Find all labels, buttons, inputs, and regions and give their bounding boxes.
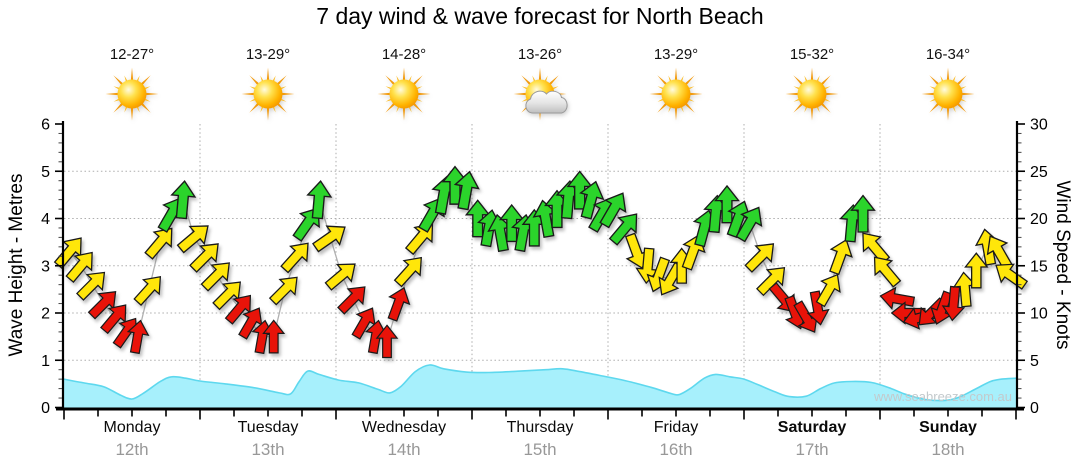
wind-arrow — [744, 243, 775, 273]
wind-arrow — [829, 238, 853, 276]
wind-arrow — [964, 252, 989, 289]
wind-arrow — [756, 267, 786, 297]
wind-arrow — [873, 256, 902, 288]
sun-icon — [105, 67, 159, 121]
tick-marks — [55, 123, 1025, 420]
left-axis-tick-label: 4 — [41, 211, 50, 228]
day-temp-range: 15-32° — [789, 46, 835, 63]
right-axis-tick-label: 25 — [1030, 164, 1048, 181]
wind-arrow — [262, 319, 286, 354]
wind-arrow — [879, 286, 916, 310]
day-name-label: Tuesday — [237, 419, 299, 436]
day-date-label: 13th — [251, 440, 285, 459]
sun-icon — [377, 67, 431, 121]
day-date-label: 17th — [795, 440, 829, 459]
wind-arrow — [579, 180, 605, 220]
wind-arrow — [714, 184, 740, 224]
left-axis-tick-label: 5 — [41, 164, 50, 181]
sun-icon — [921, 67, 975, 121]
wind-arrow — [387, 286, 411, 322]
day-date-label: 15th — [523, 440, 557, 459]
day-name-label: Saturday — [777, 419, 847, 436]
wind-arrow — [324, 263, 356, 291]
wind-arrow — [268, 276, 298, 306]
sun-cloud-icon — [513, 67, 568, 121]
right-axis-tick-label: 5 — [1030, 353, 1039, 370]
wind-arrow — [126, 319, 150, 355]
wind-arrow — [995, 263, 1029, 290]
wind-arrow — [337, 286, 366, 315]
right-axis-tick-label: 30 — [1030, 117, 1048, 134]
wind-arrow — [453, 170, 480, 211]
day-temp-range: 13-29° — [245, 46, 291, 63]
wind-arrows — [53, 165, 1029, 359]
wind-arrow — [306, 180, 333, 220]
day-date-label: 16th — [659, 440, 693, 459]
wind-arrow — [280, 242, 309, 274]
wind-arrow — [312, 225, 346, 253]
wind-arrow — [65, 251, 93, 283]
wave-height-line — [63, 364, 1017, 402]
wind-arrow — [100, 304, 127, 335]
day-temp-range: 12-27° — [109, 46, 155, 63]
wind-arrow — [393, 256, 422, 288]
wind-arrow — [375, 324, 399, 359]
wind-arrow — [200, 262, 230, 292]
day-name-label: Wednesday — [361, 419, 447, 436]
wind-arrow — [176, 225, 209, 254]
left-axis-tick-label: 0 — [41, 400, 50, 417]
day-date-label: 14th — [387, 440, 421, 459]
day-date-label: 18th — [931, 440, 965, 459]
wind-arrow — [608, 213, 638, 246]
day-temp-range: 13-29° — [653, 46, 699, 63]
day-name-label: Sunday — [919, 419, 977, 436]
wind-arrow — [170, 180, 197, 220]
watermark: www.seabreeze.com.au — [873, 389, 1012, 404]
wind-arrow — [144, 227, 173, 260]
page-title: 7 day wind & wave forecast for North Bea… — [316, 3, 764, 29]
day-name-label: Friday — [653, 419, 699, 436]
day-temp-range: 13-26° — [517, 46, 563, 63]
wind-arrow — [850, 194, 876, 233]
left-axis-tick-label: 2 — [41, 306, 50, 323]
wave-height-area — [64, 364, 1016, 408]
day-name-label: Monday — [103, 419, 161, 436]
left-axis-tick-label: 3 — [41, 258, 50, 275]
day-temp-range: 14-28° — [381, 46, 427, 63]
day-date-label: 12th — [115, 440, 149, 459]
left-axis-tick-label: 1 — [41, 353, 50, 370]
right-axis-tick-label: 15 — [1030, 258, 1048, 275]
wind-arrow — [735, 206, 763, 243]
wind-arrow — [133, 276, 162, 306]
sun-icon — [241, 67, 295, 121]
right-axis-tick-label: 10 — [1030, 306, 1048, 323]
day-temp-range: 16-34° — [925, 46, 971, 63]
right-axis-tick-label: 20 — [1030, 211, 1048, 228]
right-axis-tick-label: 0 — [1030, 400, 1039, 417]
sun-icon — [649, 67, 703, 121]
day-name-label: Thursday — [506, 419, 574, 436]
sun-icon — [785, 67, 839, 121]
wind-arrow — [76, 271, 106, 301]
cloud-icon — [525, 90, 568, 114]
left-axis-tick-label: 6 — [41, 117, 50, 134]
wind-arrow — [815, 273, 841, 308]
wind-arrow — [806, 290, 830, 326]
gridlines — [64, 124, 1016, 408]
wind-arrow — [189, 243, 219, 273]
wind-arrow — [599, 192, 627, 229]
axes — [56, 121, 1024, 411]
